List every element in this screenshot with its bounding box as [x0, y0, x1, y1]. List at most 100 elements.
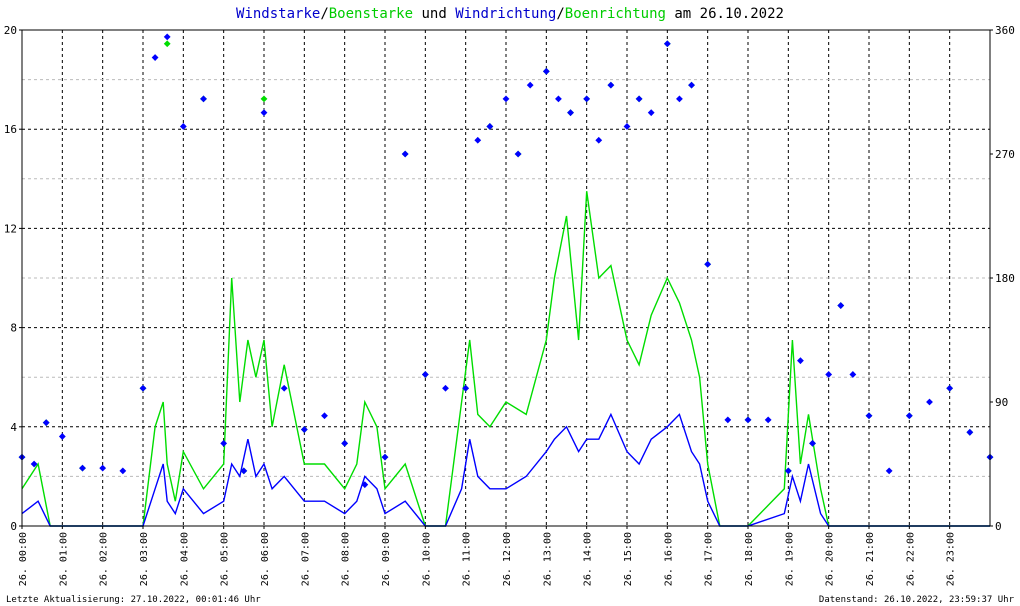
footer-last-update: Letzte Aktualisierung: 27.10.2022, 00:01…: [6, 595, 261, 605]
series-windrichtung-point-42: [704, 260, 712, 268]
series-windrichtung-point-37: [635, 95, 643, 103]
right-tick-label-1: 90: [995, 396, 1008, 409]
series-windrichtung-point-30: [542, 67, 550, 75]
series-boenrichtung-point-4: [163, 40, 171, 48]
x-tick-label-8: 26. 08:00: [341, 532, 352, 586]
series-windrichtung-point-2: [42, 419, 50, 427]
series-windrichtung-point-28: [514, 150, 522, 158]
series-windrichtung-point-52: [865, 412, 873, 420]
x-tick-label-17: 26. 17:00: [704, 532, 715, 586]
series-windrichtung-point-53: [885, 467, 893, 475]
title-part-3: und: [413, 6, 455, 22]
series-windrichtung-point-32: [567, 109, 574, 117]
series-windrichtung-point-7: [139, 384, 147, 392]
series-windrichtung-point-45: [764, 416, 772, 424]
series-windrichtung-point-24: [462, 384, 470, 392]
title-part-4: Windrichtung: [455, 6, 556, 22]
left-tick-label-2: 8: [10, 322, 17, 335]
series-windrichtung-point-43: [724, 416, 732, 424]
right-tick-label-0: 0: [995, 520, 1002, 533]
series-windrichtung-point-14: [260, 109, 268, 117]
series-windrichtung-point-22: [421, 371, 429, 378]
x-tick-label-23: 26. 23:00: [946, 532, 957, 586]
title-part-5: /: [556, 6, 564, 22]
left-tick-label-3: 12: [4, 222, 17, 235]
series-windrichtung-point-8: [151, 54, 159, 61]
series-windrichtung-point-4: [79, 464, 86, 472]
series-windrichtung-point-50: [837, 302, 845, 309]
series-windrichtung-point-40: [676, 95, 683, 103]
series-windrichtung-point-3: [58, 433, 66, 440]
x-ticks: 26. 00:00 26. 01:00 26. 02:00 26. 03:00 26. …: [18, 526, 957, 586]
x-tick-label-19: 26. 19:00: [784, 532, 795, 586]
series-windrichtung-point-19: [361, 481, 369, 489]
x-tick-label-18: 26. 18:00: [744, 532, 755, 586]
x-tick-label-7: 26. 07:00: [300, 532, 311, 586]
x-tick-label-21: 26. 21:00: [865, 532, 876, 586]
series-windrichtung-point-39: [663, 40, 671, 48]
series-windrichtung-point-10: [179, 123, 187, 130]
series-windrichtung-point-35: [607, 81, 615, 89]
chart-title: Windstarke/Boenstarke und Windrichtung/B…: [236, 6, 784, 22]
title-part-1: /: [320, 6, 328, 22]
x-tick-label-2: 26. 02:00: [99, 532, 110, 586]
x-tick-label-20: 26. 20:00: [825, 532, 836, 586]
series-windrichtung-point-25: [474, 136, 482, 144]
series-windrichtung-point-20: [381, 453, 389, 461]
series-windrichtung-point-38: [647, 109, 655, 117]
series-windrichtung-point-13: [240, 467, 248, 475]
x-tick-label-5: 26. 05:00: [220, 532, 231, 586]
series-windrichtung-point-21: [401, 150, 409, 158]
grid: [22, 30, 990, 526]
left-tick-label-0: 0: [10, 520, 17, 533]
series-windrichtung-point-12: [220, 439, 228, 447]
x-tick-label-4: 26. 04:00: [179, 532, 190, 586]
right-tick-label-4: 360: [995, 24, 1015, 37]
series-windrichtung-point-29: [526, 81, 534, 89]
left-tick-label-1: 4: [10, 421, 17, 434]
x-tick-label-9: 26. 09:00: [381, 532, 392, 586]
series-windrichtung-point-31: [555, 95, 562, 103]
title-part-6: Boenrichtung: [565, 6, 666, 22]
right-tick-label-2: 180: [995, 272, 1015, 285]
series-windrichtung-point-1: [30, 460, 38, 468]
series-windrichtung-point-34: [595, 136, 603, 144]
title-part-2: Boenstarke: [329, 6, 413, 22]
series-windrichtung-point-54: [905, 412, 913, 420]
x-tick-label-15: 26. 15:00: [623, 532, 634, 586]
title-part-0: Windstarke: [236, 6, 320, 22]
series-windrichtung-point-46: [784, 467, 792, 475]
x-tick-label-12: 26. 12:00: [502, 532, 513, 586]
x-tick-label-13: 26. 13:00: [542, 532, 553, 586]
x-tick-label-11: 26. 11:00: [462, 532, 473, 586]
series-windrichtung-point-17: [321, 412, 328, 420]
x-tick-label-1: 26. 01:00: [58, 532, 69, 586]
x-tick-label-10: 26. 10:00: [421, 532, 432, 586]
x-tick-label-22: 26. 22:00: [905, 532, 916, 586]
series-windrichtung-point-57: [966, 428, 974, 436]
footer-data-status: Datenstand: 26.10.2022, 23:59:37 Uhr: [819, 595, 1015, 605]
series-windrichtung-point-6: [119, 467, 127, 475]
series-boenrichtung-point-7: [260, 95, 268, 103]
series-windrichtung-point-47: [797, 357, 804, 365]
x-tick-label-16: 26. 16:00: [663, 532, 674, 586]
series-windrichtung-point-51: [849, 371, 857, 378]
series-windrichtung-point-23: [442, 384, 449, 392]
left-tick-label-4: 16: [4, 123, 17, 136]
series-windrichtung-point-27: [502, 95, 510, 103]
x-tick-label-14: 26. 14:00: [583, 532, 594, 586]
x-tick-label-0: 26. 00:00: [18, 532, 29, 586]
series-windrichtung-point-56: [946, 384, 954, 392]
right-y-ticks: 0 90 180 270 360: [990, 24, 1015, 533]
x-tick-label-6: 26. 06:00: [260, 532, 271, 586]
series-windrichtung-point-11: [200, 95, 207, 103]
series-windrichtung-point-44: [744, 416, 752, 424]
series-windrichtung-point-5: [99, 464, 107, 472]
series-windrichtung-point-41: [688, 81, 695, 89]
series-windrichtung-point-36: [623, 123, 631, 130]
left-tick-label-5: 20: [4, 24, 17, 37]
title-part-7: am 26.10.2022: [666, 6, 784, 22]
left-y-ticks: 0 4 8 12 16 20: [4, 24, 22, 533]
